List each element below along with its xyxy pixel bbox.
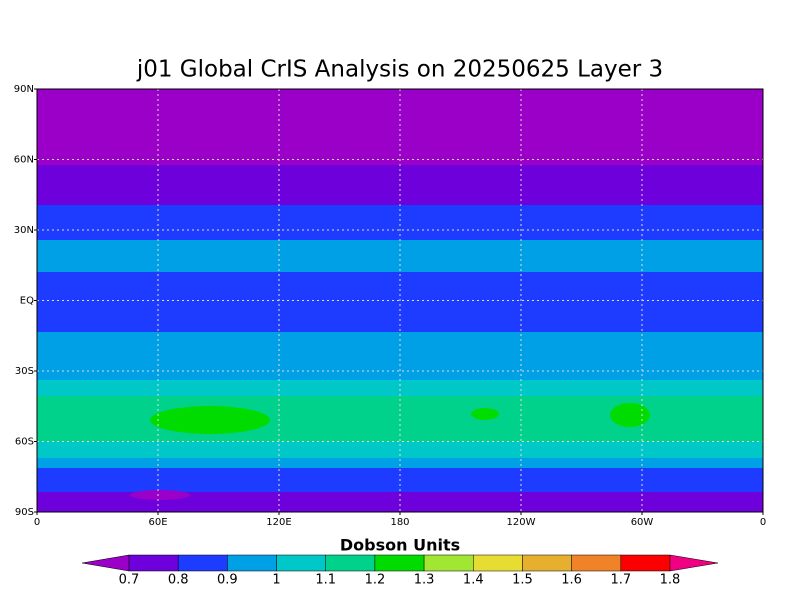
colorbar-box [276, 554, 326, 572]
colorbar-label: 0.8 [168, 573, 189, 588]
x-tick-label: 120E [266, 517, 291, 528]
y-tick-label: 90S [15, 507, 34, 518]
colorbar-label: 0.7 [119, 573, 140, 588]
colorbar-box [128, 554, 179, 572]
colorbar-box [325, 554, 376, 572]
colorbar-box [473, 554, 523, 572]
colorbar-label: 1.4 [463, 573, 484, 588]
colorbar-over [669, 554, 719, 572]
colorbar-box [374, 554, 425, 572]
colorbar-label: 1.5 [512, 573, 533, 588]
colorbar-label: 1.2 [365, 573, 386, 588]
y-tick-label: 60N [14, 155, 34, 166]
colorbar-label: 1.6 [561, 573, 582, 588]
contour-patch [610, 403, 650, 427]
y-tick-label: 60S [15, 437, 34, 448]
contour-patch [471, 408, 499, 420]
x-tick-label: 60W [631, 517, 654, 528]
x-tick-label: 120W [507, 517, 536, 528]
contour-patch [150, 406, 270, 434]
colorbar-label: 1.3 [414, 573, 435, 588]
colorbar-box [227, 554, 277, 572]
x-tick-label: 0 [760, 517, 766, 528]
contour-band [37, 380, 763, 396]
contour-band [37, 89, 763, 165]
x-tick-label: 0 [34, 517, 40, 528]
map-title: j01 Global CrIS Analysis on 20250625 Lay… [136, 57, 663, 83]
colorbar-label: 0.9 [217, 573, 238, 588]
contour-band [37, 458, 763, 468]
colorbar-box [522, 554, 572, 572]
colorbar-label: 1.8 [660, 573, 681, 588]
colorbar-box [177, 554, 228, 572]
contour-band [37, 492, 763, 512]
colorbar-box [423, 554, 474, 572]
colorbar-box [571, 554, 622, 572]
colorbar-label: 1 [272, 573, 280, 588]
x-tick-label: 60E [148, 517, 167, 528]
colorbar-under [81, 554, 130, 572]
colorbar-label: 1.1 [315, 573, 336, 588]
y-tick-label: 30N [14, 225, 34, 236]
colorbar-label: 1.7 [610, 573, 631, 588]
x-tick-label: 180 [390, 517, 409, 528]
y-tick-label: EQ [20, 296, 34, 307]
colorbar-box [620, 554, 671, 572]
contour-patch [130, 490, 190, 500]
colorbar-title: Dobson Units [340, 536, 460, 555]
contour-patch [542, 242, 578, 258]
y-tick-label: 30S [15, 366, 34, 377]
y-tick-label: 90N [14, 84, 34, 95]
